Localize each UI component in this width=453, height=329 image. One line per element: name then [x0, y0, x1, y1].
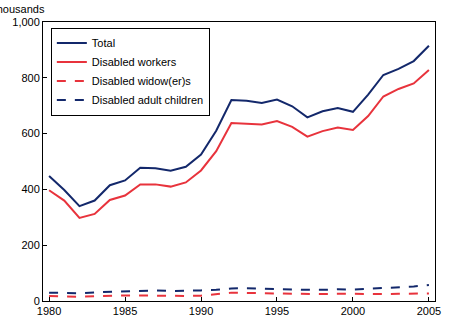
svg-text:Disabled adult children: Disabled adult children	[92, 94, 203, 106]
svg-text:Disabled workers: Disabled workers	[92, 56, 177, 68]
svg-text:2005: 2005	[417, 305, 441, 317]
svg-text:600: 600	[21, 127, 39, 139]
svg-text:200: 200	[21, 239, 39, 251]
svg-text:400: 400	[21, 183, 39, 195]
svg-text:Thousands: Thousands	[0, 3, 45, 15]
svg-text:1995: 1995	[265, 305, 289, 317]
svg-text:2000: 2000	[341, 305, 365, 317]
svg-text:1985: 1985	[113, 305, 137, 317]
svg-text:1980: 1980	[37, 305, 61, 317]
svg-text:800: 800	[21, 72, 39, 84]
svg-text:0: 0	[34, 295, 40, 307]
svg-text:Total: Total	[92, 37, 115, 49]
svg-text:Disabled widow(er)s: Disabled widow(er)s	[92, 75, 192, 87]
svg-text:1,000: 1,000	[12, 16, 40, 28]
svg-text:1990: 1990	[189, 305, 213, 317]
